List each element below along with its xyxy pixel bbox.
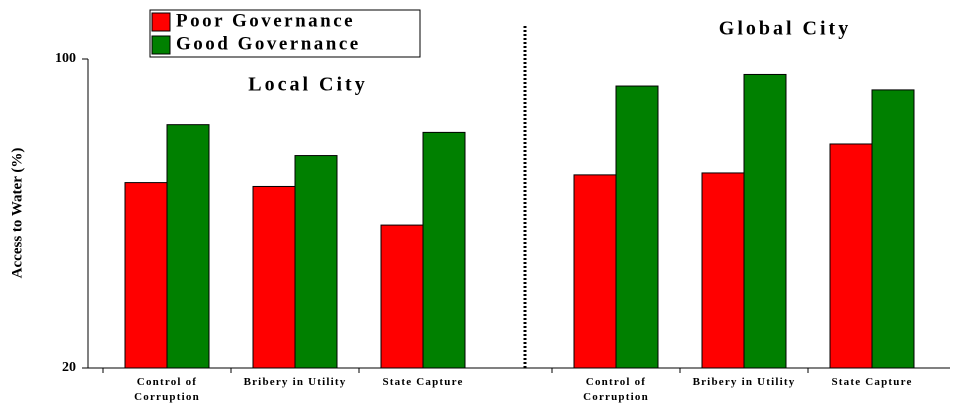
bar: [252, 185, 296, 369]
bar: [615, 85, 659, 369]
legend-box: [149, 9, 421, 58]
bar: [701, 172, 745, 369]
bar: [743, 73, 787, 369]
bar: [124, 182, 168, 369]
bar: [871, 89, 915, 369]
y-axis-label: Access to Water (%): [9, 148, 25, 279]
legend-label: Good Governance: [176, 33, 361, 54]
x-tick-label: State Capture: [831, 376, 913, 388]
x-tick-label: State Capture: [382, 376, 464, 388]
x-tick-label: Bribery in Utility: [243, 376, 347, 388]
y-tick-label: 20: [62, 360, 76, 375]
bar: [573, 174, 617, 369]
bar: [422, 131, 466, 369]
y-tick-label: 100: [55, 51, 76, 66]
bar: [294, 155, 338, 369]
group-title: Global City: [719, 18, 851, 40]
x-tick-label: Control of Corruption: [134, 376, 200, 403]
bar: [380, 224, 424, 369]
bar: [829, 143, 873, 369]
legend-swatch: [151, 12, 171, 32]
x-tick-label: Bribery in Utility: [692, 376, 796, 388]
group-title: Local City: [248, 74, 367, 96]
bar: [166, 124, 210, 369]
legend-swatch: [151, 35, 171, 55]
legend-label: Poor Governance: [176, 10, 355, 31]
x-tick-label: Control of Corruption: [583, 376, 649, 403]
